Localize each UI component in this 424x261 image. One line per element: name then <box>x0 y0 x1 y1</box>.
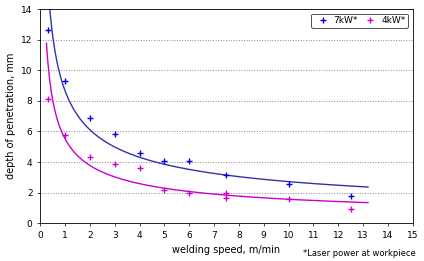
Point <box>186 191 192 195</box>
Point <box>186 159 192 163</box>
Point <box>136 166 143 170</box>
Point <box>86 155 93 159</box>
Y-axis label: depth of penetration, mm: depth of penetration, mm <box>6 53 16 179</box>
Legend: 7kW*, 4kW*: 7kW*, 4kW* <box>311 14 408 28</box>
Point <box>112 162 118 166</box>
Point <box>136 151 143 155</box>
Point <box>112 132 118 136</box>
Point <box>161 188 168 192</box>
Point <box>285 182 292 186</box>
Point <box>86 116 93 120</box>
Point <box>223 173 230 177</box>
Point <box>61 132 68 137</box>
Point <box>161 158 168 163</box>
Point <box>61 79 68 83</box>
Point <box>223 191 230 195</box>
Point <box>223 196 230 200</box>
Point <box>44 97 51 102</box>
Point <box>44 28 51 33</box>
Text: *Laser power at workpiece: *Laser power at workpiece <box>303 250 416 258</box>
Point <box>347 194 354 199</box>
Point <box>285 197 292 201</box>
Point <box>347 207 354 211</box>
X-axis label: welding speed, m/min: welding speed, m/min <box>173 245 281 256</box>
